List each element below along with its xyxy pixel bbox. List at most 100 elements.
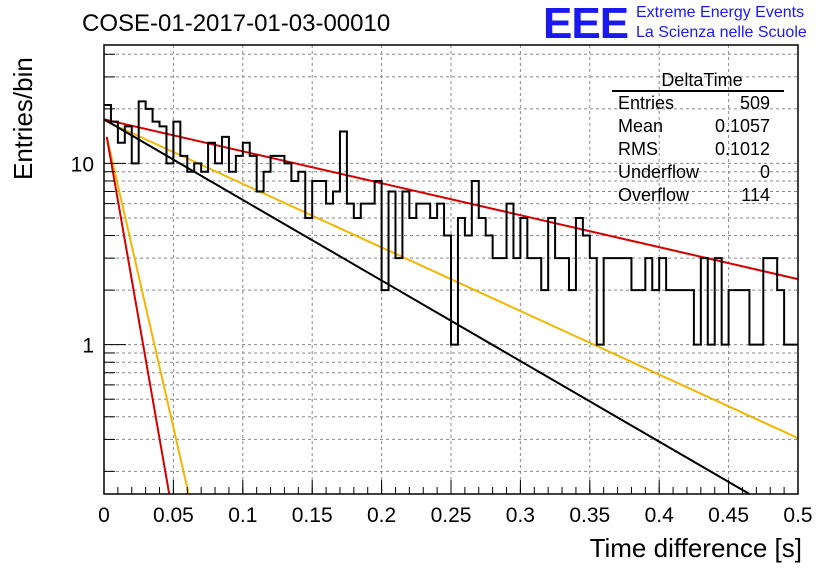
histogram-bin bbox=[479, 218, 486, 494]
stats-label: Underflow bbox=[618, 162, 700, 182]
stats-row-mean: Mean 0.1057 bbox=[612, 115, 776, 138]
stats-value: 114 bbox=[741, 185, 770, 205]
histogram-bin bbox=[264, 172, 271, 494]
stats-row-rms: RMS 0.1012 bbox=[612, 138, 776, 161]
histogram-bin bbox=[298, 172, 305, 494]
histogram-bin bbox=[409, 218, 416, 494]
histogram-bin bbox=[423, 204, 430, 494]
x-tick-label: 0.3 bbox=[506, 504, 535, 527]
histogram-bin bbox=[382, 290, 389, 494]
stats-value: 0.1057 bbox=[714, 116, 770, 136]
histogram-bin bbox=[118, 143, 125, 494]
histogram-bin bbox=[472, 181, 479, 494]
histogram-bin bbox=[284, 163, 291, 494]
histogram-bin bbox=[507, 204, 514, 494]
histogram-bin bbox=[715, 258, 722, 494]
histogram-bin bbox=[458, 218, 465, 494]
histogram-bin bbox=[333, 191, 340, 494]
y-tick-label: 10 bbox=[71, 153, 94, 176]
histogram-outline bbox=[104, 100, 798, 346]
stats-row-underflow: Underflow 0 bbox=[612, 161, 776, 184]
histogram-bars bbox=[104, 100, 798, 494]
histogram-bin bbox=[416, 204, 423, 494]
fit-curve bbox=[103, 118, 750, 495]
histogram-bin bbox=[465, 236, 472, 494]
stats-label: RMS bbox=[618, 139, 658, 159]
histogram-bin bbox=[763, 258, 770, 494]
histogram-bin bbox=[500, 258, 507, 494]
histogram-bin bbox=[278, 156, 285, 494]
logo-text-line-1: Extreme Energy Events bbox=[636, 4, 805, 21]
logo-text-line-2: La Scienza nelle Scuole bbox=[636, 24, 807, 41]
histogram-bin bbox=[687, 290, 694, 494]
stats-value: 0 bbox=[759, 162, 770, 182]
histogram-bin bbox=[625, 258, 632, 494]
histogram-bin bbox=[701, 258, 708, 494]
histogram-bin bbox=[444, 236, 451, 494]
stats-row-entries: Entries 509 bbox=[612, 92, 776, 115]
histogram-bin bbox=[180, 156, 187, 494]
stats-row-overflow: Overflow 114 bbox=[612, 184, 776, 207]
histogram-bin bbox=[402, 191, 409, 494]
histogram-bin bbox=[611, 258, 618, 494]
stats-label: Entries bbox=[618, 93, 675, 113]
histogram-bin bbox=[770, 258, 777, 494]
histogram-bin bbox=[305, 218, 312, 494]
stats-value: 509 bbox=[739, 93, 770, 113]
x-tick-label: 0.1 bbox=[228, 504, 257, 527]
x-tick-label: 0 bbox=[98, 504, 110, 527]
histogram-bin bbox=[271, 156, 278, 494]
stats-label: Mean bbox=[618, 116, 664, 136]
histogram-bin bbox=[208, 143, 215, 494]
histogram-bin bbox=[645, 258, 652, 494]
histogram-bin bbox=[513, 258, 520, 494]
histogram-bin bbox=[354, 218, 361, 494]
axis-ticks bbox=[103, 53, 799, 494]
histogram-bin bbox=[618, 258, 625, 494]
histogram-bin bbox=[368, 204, 375, 494]
histogram-bin bbox=[361, 204, 368, 494]
fit-curve bbox=[103, 118, 799, 281]
histogram-bin bbox=[347, 204, 354, 494]
histogram-bin bbox=[638, 290, 645, 494]
histogram-bin bbox=[257, 191, 264, 494]
y-tick-labels: 1 10 bbox=[71, 153, 94, 357]
histogram-bin bbox=[215, 163, 222, 494]
fit-curve bbox=[105, 136, 171, 495]
x-tick-label: 0.5 bbox=[783, 504, 812, 527]
histogram-bin bbox=[493, 258, 500, 494]
histogram-bin bbox=[229, 172, 236, 494]
histogram-bin bbox=[125, 126, 132, 494]
x-tick-label: 0.25 bbox=[431, 504, 472, 527]
y-tick-label: 1 bbox=[82, 335, 94, 358]
x-tick-label: 0.35 bbox=[569, 504, 610, 527]
fit-curve bbox=[105, 136, 190, 495]
histogram-bin bbox=[132, 163, 139, 494]
histogram-bin bbox=[166, 163, 173, 494]
histogram-bin bbox=[729, 290, 736, 494]
stats-value: 0.1012 bbox=[714, 139, 770, 159]
x-tick-label: 0.05 bbox=[153, 504, 194, 527]
histogram-bin bbox=[187, 172, 194, 494]
histogram-bin bbox=[326, 204, 333, 494]
histogram-bin bbox=[777, 290, 784, 494]
histogram-bin bbox=[604, 258, 611, 494]
histogram-bin bbox=[312, 181, 319, 494]
histogram-bin bbox=[236, 156, 243, 494]
eee-logo: EEE bbox=[543, 0, 629, 48]
histogram-bin bbox=[590, 258, 597, 494]
chart-title: COSE-01-2017-01-03-00010 bbox=[82, 10, 391, 37]
grid-lines bbox=[104, 45, 798, 494]
histogram-bin bbox=[194, 163, 201, 494]
histogram-bin bbox=[375, 181, 382, 494]
histogram-bin bbox=[742, 290, 749, 494]
histogram-bin bbox=[736, 290, 743, 494]
x-axis-label: Time difference [s] bbox=[589, 533, 802, 563]
y-axis-label: Entries/bin bbox=[8, 57, 38, 180]
histogram-bin bbox=[562, 258, 569, 494]
histogram-bin bbox=[680, 290, 687, 494]
stats-title: DeltaTime bbox=[612, 70, 784, 92]
x-tick-labels: 0 0.05 0.1 0.15 0.2 0.25 0.3 0.35 0.4 0.45 0.5 bbox=[98, 504, 812, 527]
histogram-bin bbox=[520, 218, 527, 494]
